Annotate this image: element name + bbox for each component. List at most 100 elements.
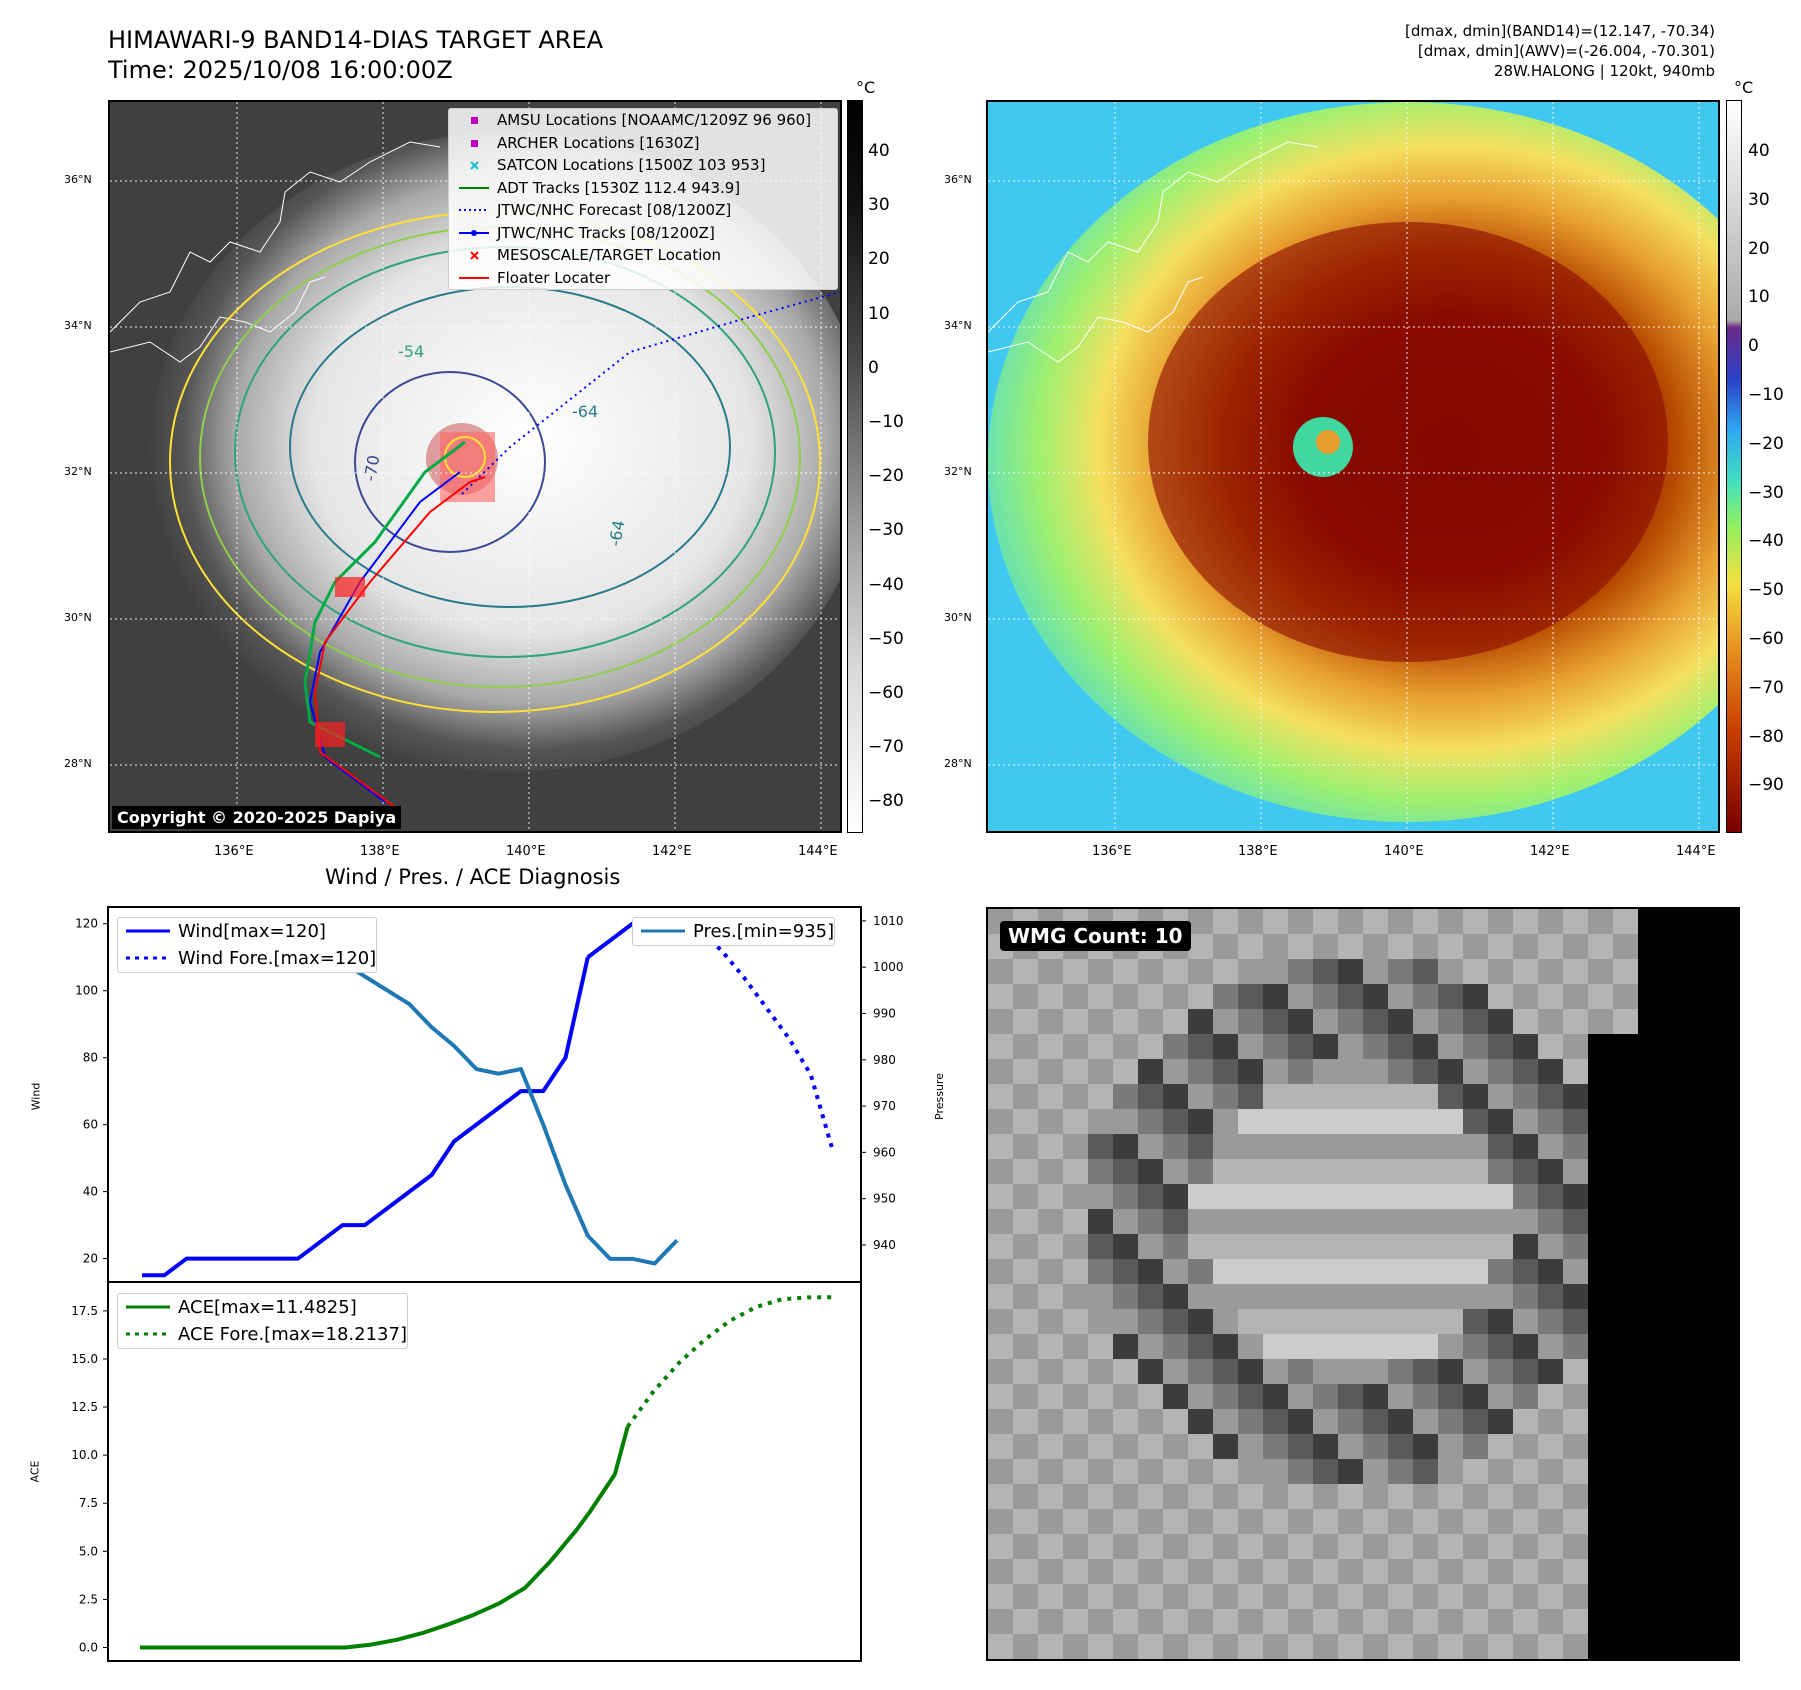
wmg-cell xyxy=(1338,1384,1363,1409)
wmg-cell xyxy=(1588,1184,1613,1209)
pressure-tick-label: 970 xyxy=(873,1099,896,1113)
wmg-cell xyxy=(1088,959,1113,984)
wmg-cell xyxy=(1688,1209,1713,1234)
wmg-cell xyxy=(1313,1334,1338,1359)
wmg-cell xyxy=(1513,1434,1538,1459)
line-icon xyxy=(459,267,489,289)
wmg-cell xyxy=(1063,1134,1088,1159)
wmg-cell xyxy=(988,1634,1013,1659)
wmg-cell xyxy=(1138,1434,1163,1459)
wmg-cell xyxy=(1213,909,1238,934)
wmg-cell xyxy=(1688,1609,1713,1634)
wmg-cell xyxy=(1463,1159,1488,1184)
wmg-cell xyxy=(1338,959,1363,984)
wmg-cell xyxy=(1188,1359,1213,1384)
wmg-cell xyxy=(1563,1009,1588,1034)
wmg-count-badge: WMG Count: 10 xyxy=(1000,921,1191,951)
wmg-cell xyxy=(1638,984,1663,1009)
wmg-cell xyxy=(1538,1009,1563,1034)
wmg-cell xyxy=(1238,1434,1263,1459)
coastline-kii xyxy=(110,276,326,363)
pressure-tick-label: 950 xyxy=(873,1192,896,1206)
wmg-cell xyxy=(1313,984,1338,1009)
wmg-cell xyxy=(1438,1084,1463,1109)
wmg-cell xyxy=(1713,1109,1738,1134)
wmg-cell xyxy=(1013,1609,1038,1634)
wmg-cell xyxy=(1013,1584,1038,1609)
wmg-cell xyxy=(1038,959,1063,984)
dotted-line-icon xyxy=(459,199,489,221)
wmg-cell xyxy=(1463,1109,1488,1134)
ace-tick-label: 0.0 xyxy=(79,1641,98,1655)
wmg-cell xyxy=(1188,1034,1213,1059)
wmg-cell xyxy=(1338,1134,1363,1159)
wmg-cell xyxy=(1163,1084,1188,1109)
wmg-cell xyxy=(1588,959,1613,984)
wmg-cell xyxy=(1713,1034,1738,1059)
wmg-cell xyxy=(1238,1509,1263,1534)
wmg-cell xyxy=(1438,1059,1463,1084)
wmg-cell xyxy=(1313,1409,1338,1434)
wmg-cell xyxy=(1363,1034,1388,1059)
wmg-cell xyxy=(988,1409,1013,1434)
lon-label: 136°E xyxy=(214,844,254,859)
wmg-cell xyxy=(1213,1459,1238,1484)
wmg-cell xyxy=(1363,1409,1388,1434)
legend-label: MESOSCALE/TARGET Location xyxy=(497,246,722,264)
wmg-cell xyxy=(988,1334,1013,1359)
wmg-cell xyxy=(1013,1134,1038,1159)
wmg-cell xyxy=(1338,1634,1363,1659)
legend-label: Floater Locater xyxy=(497,268,611,287)
wmg-cell xyxy=(1238,1609,1263,1634)
wmg-cell xyxy=(1688,1334,1713,1359)
wmg-cell xyxy=(1263,1184,1288,1209)
wmg-cell xyxy=(1338,934,1363,959)
wmg-cell xyxy=(1513,1209,1538,1234)
wmg-cell xyxy=(1188,1009,1213,1034)
wmg-cell xyxy=(1163,1284,1188,1309)
wmg-cell xyxy=(1063,1609,1088,1634)
wmg-cell xyxy=(1538,1334,1563,1359)
wmg-cell xyxy=(1513,1459,1538,1484)
wmg-cell xyxy=(1613,1584,1638,1609)
wmg-cell xyxy=(1638,1484,1663,1509)
wmg-cell xyxy=(1588,909,1613,934)
wmg-cell xyxy=(1188,934,1213,959)
line-icon xyxy=(126,1294,170,1321)
wmg-cell xyxy=(1688,1584,1713,1609)
wmg-cell xyxy=(1488,1184,1513,1209)
wmg-cell xyxy=(1663,1059,1688,1084)
wmg-cell xyxy=(1538,1559,1563,1584)
wmg-cell xyxy=(1388,1584,1413,1609)
wmg-cell xyxy=(1563,1459,1588,1484)
wmg-cell xyxy=(1288,1534,1313,1559)
wmg-cell xyxy=(1438,1334,1463,1359)
wmg-cell xyxy=(1488,1159,1513,1184)
wmg-cell xyxy=(1413,1534,1438,1559)
wmg-cell xyxy=(1413,909,1438,934)
wmg-cell xyxy=(1488,1009,1513,1034)
wmg-cell xyxy=(1713,1609,1738,1634)
wmg-cell xyxy=(1188,959,1213,984)
wmg-cell xyxy=(1263,1284,1288,1309)
wmg-cell xyxy=(1538,1534,1563,1559)
wmg-cell xyxy=(1688,1184,1713,1209)
wmg-cell xyxy=(1638,959,1663,984)
wmg-cell xyxy=(1663,959,1688,984)
wmg-cell xyxy=(1563,1559,1588,1584)
wmg-cell xyxy=(1138,1584,1163,1609)
wmg-cell xyxy=(1063,1634,1088,1659)
wmg-cell xyxy=(1563,1259,1588,1284)
wmg-cell xyxy=(1663,1384,1688,1409)
wmg-cell xyxy=(1663,1159,1688,1184)
wmg-cell xyxy=(1288,1009,1313,1034)
wmg-cell xyxy=(1563,1034,1588,1059)
wmg-cell xyxy=(1338,1209,1363,1234)
wmg-cell xyxy=(1063,1384,1088,1409)
wmg-cell xyxy=(1188,984,1213,1009)
wmg-cell xyxy=(1138,1234,1163,1259)
legend-label: ADT Tracks [1530Z 112.4 943.9] xyxy=(497,178,741,197)
wmg-cell xyxy=(1263,1209,1288,1234)
wmg-cell xyxy=(1038,1009,1063,1034)
wmg-cell xyxy=(1238,1484,1263,1509)
